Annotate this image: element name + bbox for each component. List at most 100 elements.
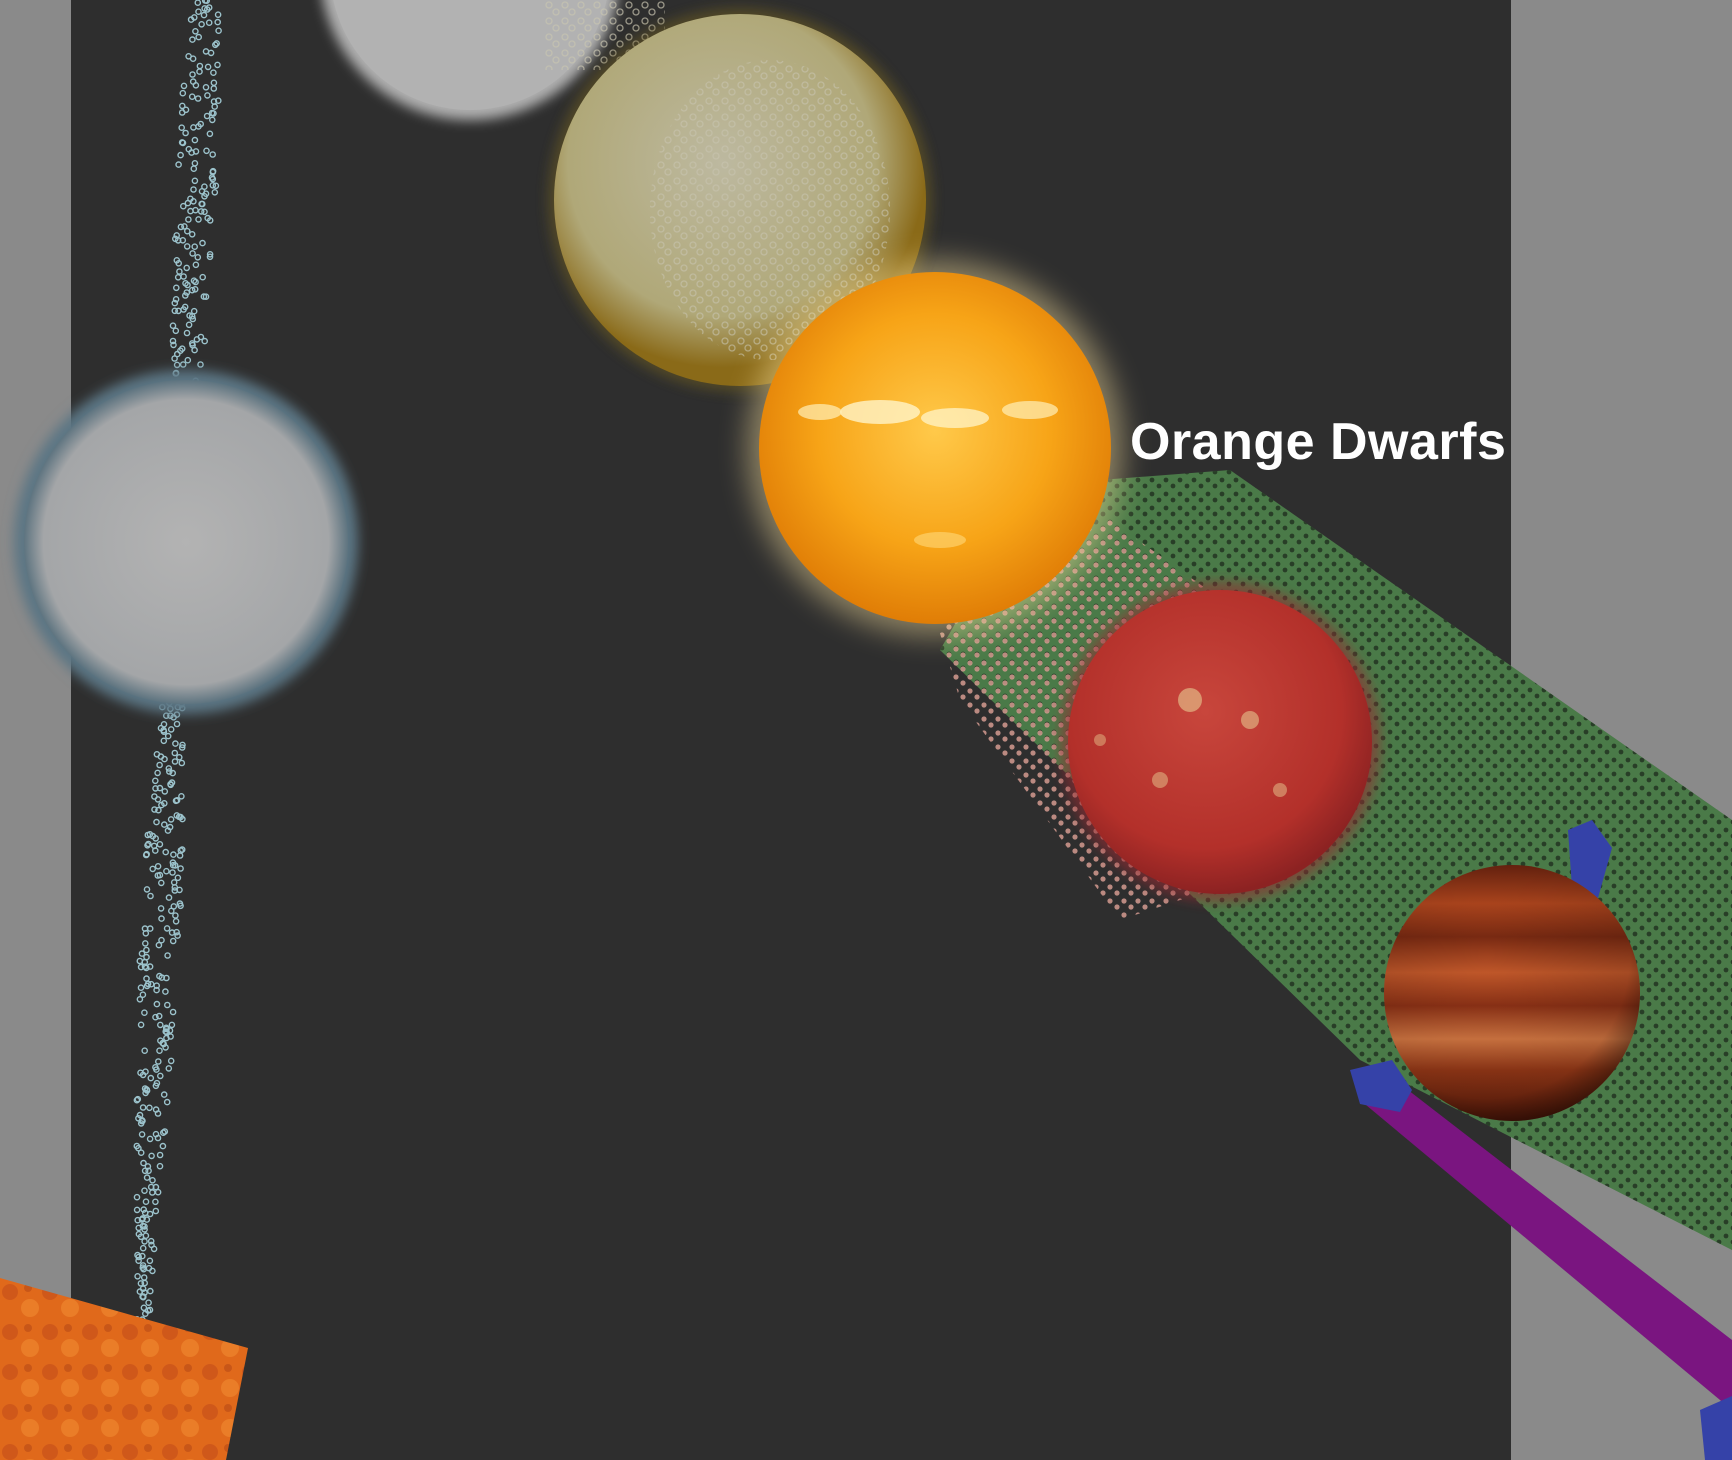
stream-particle (168, 1021, 176, 1029)
stream-particle (208, 174, 216, 181)
stream-particle (173, 361, 181, 369)
stream-particle (183, 329, 191, 337)
stream-particle (174, 273, 182, 281)
stream-particle (187, 207, 194, 215)
stream-particle (212, 182, 220, 190)
stream-particle (214, 18, 221, 26)
stream-particle (135, 1224, 142, 1232)
volcanic-texture (0, 1278, 248, 1460)
stream-particle (211, 41, 219, 49)
stream-particle (176, 852, 184, 859)
stream-particle (206, 130, 214, 138)
stream-particle (180, 273, 187, 280)
stream-particle (192, 206, 199, 214)
stream-particle (178, 744, 186, 751)
stream-particle (146, 1104, 153, 1112)
stream-particle (190, 186, 197, 193)
stream-particle (135, 1257, 142, 1264)
stream-particle (175, 754, 183, 761)
stream-particle (163, 1001, 171, 1009)
stream-particle (175, 307, 182, 315)
stream-particle (149, 865, 156, 873)
stream-particle (179, 815, 186, 823)
stream-particle (148, 1189, 156, 1196)
stream-particle (143, 886, 151, 893)
stream-particle (138, 950, 146, 957)
stream-particle (172, 327, 180, 335)
stream-particle (142, 1089, 149, 1097)
stream-particle (171, 299, 179, 307)
stream-particle (172, 295, 180, 303)
stream-particle (139, 1285, 147, 1292)
stream-particle (141, 1226, 148, 1233)
stream-particle (141, 1009, 148, 1017)
stream-particle (178, 759, 186, 767)
stream-particle (163, 1034, 170, 1042)
stream-particle (135, 1253, 142, 1261)
stream-particle (185, 216, 192, 223)
stream-particle (188, 230, 196, 238)
stream-particle (204, 92, 211, 99)
stream-particle (170, 851, 177, 858)
stream-particle (182, 129, 189, 137)
blue-markers (1350, 820, 1732, 1460)
stream-particle (180, 82, 188, 90)
stream-particle (185, 321, 193, 329)
stream-particle (147, 1074, 155, 1082)
stream-particle (154, 1134, 162, 1142)
stream-particle (134, 1095, 142, 1103)
stream-particle (179, 139, 187, 147)
stream-particle (144, 831, 152, 839)
stream-particle (192, 82, 200, 89)
stream-particle (151, 777, 159, 785)
stream-particle (137, 984, 145, 992)
stream-particle (156, 761, 163, 769)
stream-particle (161, 788, 169, 795)
stream-particle (209, 151, 216, 158)
stream-particle (169, 337, 177, 345)
stream-particle (156, 1047, 163, 1054)
stream-particle (139, 1104, 147, 1111)
stream-particle (197, 208, 205, 215)
stream-particle (138, 1131, 146, 1138)
stream-particle (209, 181, 217, 189)
stream-particle (165, 765, 173, 772)
stream-particle (174, 874, 182, 882)
stream-particle (178, 109, 186, 116)
stream-particle (167, 816, 175, 823)
stream-particle (140, 1274, 148, 1281)
stream-particle (138, 1252, 146, 1260)
stream-particle (176, 268, 183, 275)
stream-particle (177, 347, 184, 355)
stream-particle (201, 192, 208, 200)
stream-particle (165, 894, 173, 901)
stream-particle (143, 975, 150, 982)
stream-particle (150, 1245, 158, 1253)
stream-particle (163, 925, 171, 932)
stream-particle (167, 781, 174, 789)
stream-particle (158, 801, 165, 809)
stream-particle (172, 740, 179, 747)
stream-particle (144, 1163, 152, 1170)
stream-particle (167, 1057, 175, 1065)
stream-particle (207, 49, 215, 57)
stream-particle (184, 356, 192, 364)
stream-particle (156, 871, 164, 879)
stream-particle (188, 93, 196, 100)
red-dwarf (1060, 582, 1380, 902)
stream-particle (154, 1058, 162, 1065)
stream-particle (137, 963, 145, 971)
stream-particle (137, 1069, 144, 1077)
stream-particle (176, 886, 183, 894)
stream-particle (203, 112, 211, 120)
stream-particle (172, 912, 179, 919)
stream-particle (178, 124, 185, 131)
stream-particle (205, 19, 213, 27)
stream-particle (153, 818, 160, 826)
stream-particle (180, 306, 187, 313)
stream-particle (189, 36, 196, 43)
stream-particle (152, 1013, 159, 1021)
stream-particle (154, 1110, 162, 1117)
stream-particle (138, 1216, 146, 1223)
